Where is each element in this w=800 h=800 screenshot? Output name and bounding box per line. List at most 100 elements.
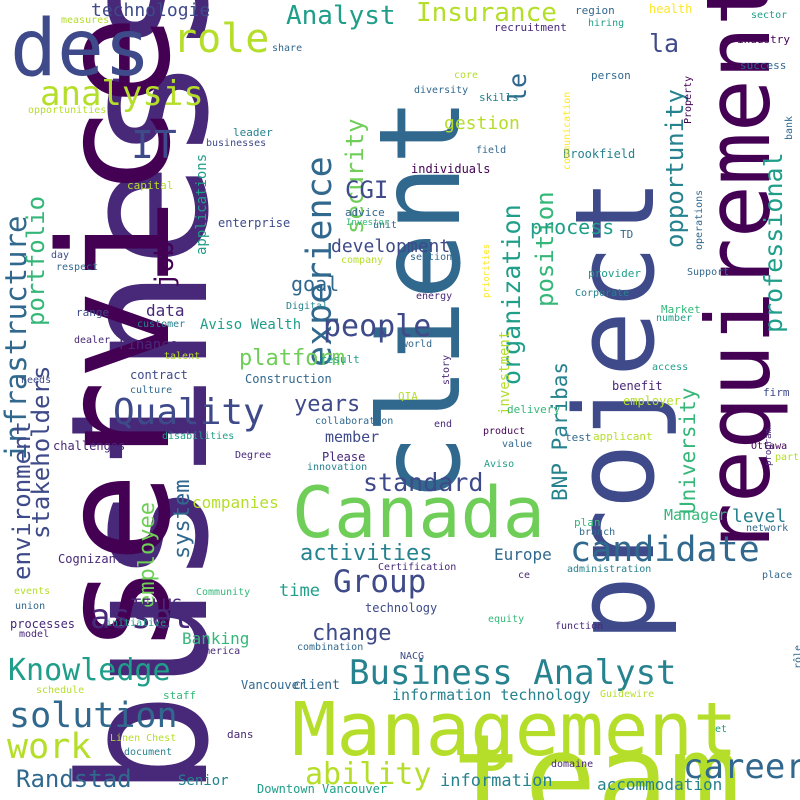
- word-90: diversity: [414, 85, 469, 96]
- word-39: employee: [135, 502, 160, 608]
- word-163: initiative: [106, 618, 167, 629]
- word-124: needs: [21, 375, 52, 386]
- word-58: accommodation: [597, 775, 723, 794]
- word-175: domaine: [551, 759, 594, 770]
- word-106: Corporate: [575, 288, 630, 299]
- word-167: rôle: [793, 644, 800, 669]
- word-57: information: [440, 771, 553, 791]
- word-122: customer: [137, 319, 186, 330]
- word-18: work: [7, 727, 92, 767]
- word-157: Community: [196, 587, 251, 598]
- word-118: share: [272, 43, 303, 54]
- word-164: America: [198, 646, 241, 657]
- word-144: Aviso: [484, 459, 515, 470]
- word-85: Digital: [286, 301, 329, 312]
- word-88: communication: [562, 91, 573, 170]
- word-132: collaboration: [315, 416, 394, 427]
- word-143: value: [502, 439, 533, 450]
- word-65: member: [325, 428, 380, 446]
- word-55: Manager: [664, 506, 728, 524]
- word-146: Ottawa: [751, 441, 788, 452]
- word-108: Market: [661, 303, 701, 316]
- word-81: capital: [127, 179, 174, 192]
- word-79: range: [76, 306, 110, 319]
- word-43: change: [312, 621, 392, 646]
- word-56: information technology: [392, 686, 591, 704]
- word-63: companies: [192, 493, 279, 512]
- word-127: disabilities: [162, 431, 235, 442]
- word-75: Downtown Vancouver: [257, 782, 388, 796]
- word-47: job: [150, 241, 180, 288]
- word-93: recruitment: [494, 21, 567, 34]
- word-170: Guidewire: [600, 689, 655, 700]
- word-48: CGI: [345, 176, 389, 204]
- word-174: document: [124, 747, 173, 758]
- word-50: goal: [291, 272, 340, 296]
- word-41: standard: [363, 468, 484, 497]
- word-15: candidate: [570, 530, 760, 570]
- word-102: bank: [784, 115, 795, 140]
- word-76: Cognizant: [58, 552, 124, 566]
- word-128: world: [402, 339, 433, 350]
- word-109: number: [656, 313, 693, 324]
- word-120: day: [51, 250, 70, 261]
- word-16: Business Analyst: [349, 653, 677, 693]
- word-173: Linen Chest: [110, 733, 177, 744]
- word-94: hiring: [588, 18, 625, 29]
- word-147: Degree: [235, 450, 272, 461]
- word-103: operations: [694, 189, 705, 250]
- word-14: Quality: [113, 392, 265, 433]
- word-13: IT: [131, 123, 177, 167]
- word-105: provider: [588, 267, 641, 280]
- word-165: combination: [297, 642, 364, 653]
- word-161: processes: [10, 617, 76, 631]
- word-62: Banking: [182, 629, 250, 648]
- word-49: development: [331, 236, 451, 257]
- word-45: years: [294, 392, 361, 417]
- word-51: process: [530, 215, 615, 239]
- word-99: success: [740, 59, 787, 72]
- word-140: applicant: [593, 430, 653, 443]
- word-21: asset: [90, 597, 193, 637]
- word-67: applications: [194, 153, 210, 255]
- word-44: platform: [239, 346, 345, 371]
- word-148: network: [746, 523, 789, 534]
- word-107: TD: [620, 228, 634, 241]
- word-40: system: [170, 479, 195, 559]
- word-123: dealer: [74, 335, 111, 346]
- word-117: measures: [61, 15, 110, 26]
- word-131: end: [434, 419, 453, 430]
- word-149: plan: [574, 516, 601, 529]
- word-125: talent: [164, 351, 201, 362]
- word-134: benefit: [612, 379, 663, 393]
- word-95: region: [575, 4, 615, 17]
- word-160: equity: [488, 614, 525, 625]
- word-152: administration: [567, 564, 652, 575]
- word-84: result: [320, 353, 360, 366]
- word-87: Brookfield: [563, 147, 636, 161]
- word-145: innovation: [307, 462, 368, 473]
- word-116: Investor: [346, 218, 390, 228]
- word-169: staff: [163, 689, 197, 702]
- word-130: story: [441, 354, 452, 385]
- word-26: professional: [759, 152, 788, 333]
- word-154: ce: [518, 570, 531, 581]
- word-61: time: [279, 581, 320, 601]
- word-32: environment: [8, 421, 36, 580]
- word-8: Canada: [292, 472, 545, 554]
- word-33: Analyst: [286, 1, 396, 31]
- word-72: Please: [322, 450, 366, 464]
- word-159: function: [555, 621, 604, 632]
- word-22: career: [683, 747, 800, 787]
- word-78: contract: [130, 368, 188, 382]
- word-59: Europe: [494, 545, 552, 564]
- word-129: QIA: [398, 390, 418, 403]
- word-77: challenges: [53, 439, 126, 453]
- word-2: team: [452, 710, 741, 800]
- word-126: culture: [130, 385, 173, 396]
- word-156: union: [15, 601, 46, 612]
- word-92: skills: [479, 91, 519, 104]
- word-89: field: [476, 145, 507, 156]
- word-30: portfolio: [22, 195, 50, 326]
- word-101: Property: [683, 75, 694, 124]
